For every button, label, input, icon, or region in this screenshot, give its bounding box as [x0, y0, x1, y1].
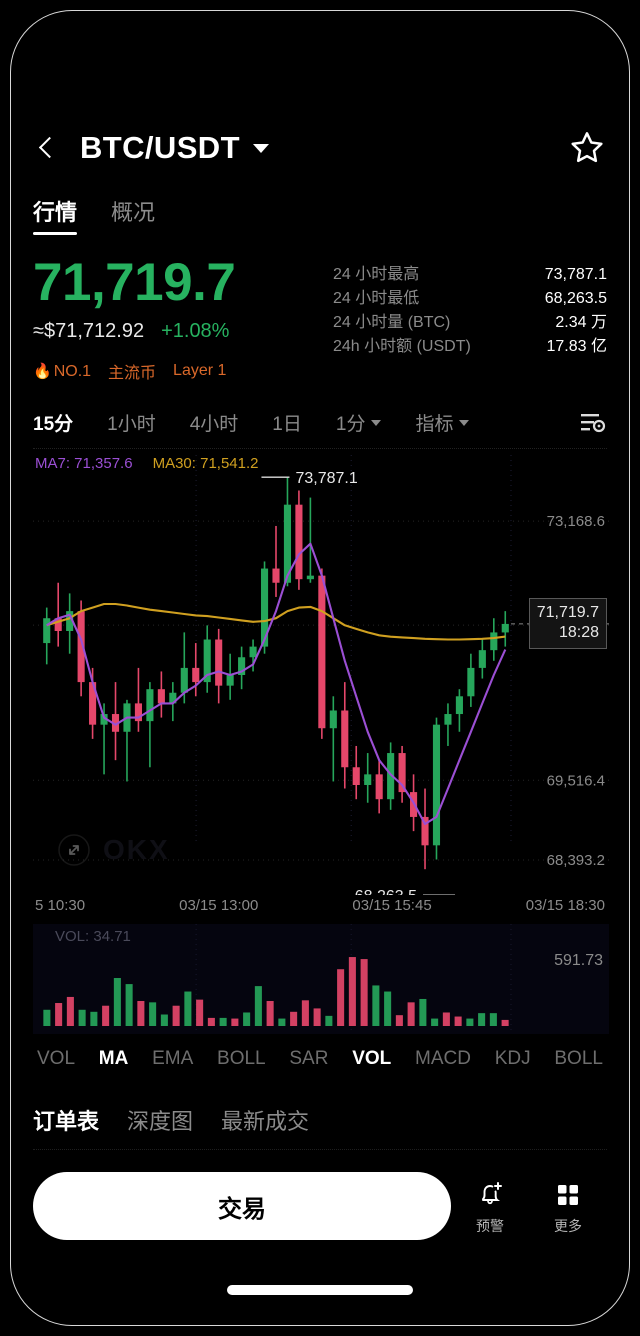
phone-frame: BTC/USDT 行情 概况 71,719.7 ≈$71,712.92 +1.0…: [10, 10, 630, 1326]
page-title: BTC/USDT: [80, 130, 240, 165]
star-icon[interactable]: [567, 128, 607, 168]
time-axis: 5 10:30 03/15 13:00 03/15 15:45 03/15 18…: [33, 897, 607, 914]
chevron-down-icon[interactable]: [252, 143, 269, 153]
current-price-marker: 71,719.7 18:28: [528, 598, 607, 650]
stat-value: 17.83 亿: [546, 338, 608, 355]
indicator-dropdown[interactable]: 指标: [415, 409, 470, 436]
alert-label: 预警: [476, 1217, 504, 1234]
stat-label: 24 小时最高: [333, 266, 420, 283]
indicator-macd[interactable]: MACD: [415, 1048, 471, 1070]
stats-column: 24 小时最高 73,787.1 24 小时最低 68,263.5 24 小时量…: [333, 255, 607, 383]
tab-market[interactable]: 行情: [33, 195, 78, 235]
indicator-ma[interactable]: MA: [98, 1048, 129, 1070]
okx-logo-text: OKX: [103, 834, 170, 866]
time-tick: 03/15 13:00: [179, 897, 259, 915]
bottom-action-bar: 交易 预警 更多: [33, 1172, 607, 1241]
price-sub-row: ≈$71,712.92 +1.08%: [33, 320, 333, 343]
grid-icon: [558, 1184, 578, 1205]
stat-value: 73,787.1: [544, 266, 607, 283]
tab-orderbook[interactable]: 订单表: [33, 1108, 100, 1134]
tab-overview[interactable]: 概况: [111, 200, 156, 225]
back-icon[interactable]: [33, 135, 59, 161]
ticker-price-block: 71,719.7 ≈$71,712.92 +1.08% 🔥 NO.1 主流币 La…: [33, 253, 333, 383]
time-tick: 03/15 18:30: [525, 897, 605, 915]
volume-svg: [33, 924, 609, 1035]
volume-chart[interactable]: VOL: 34.71 591.73: [33, 924, 609, 1035]
stat-value: 2.34 万: [555, 314, 607, 331]
chevron-down-icon: [371, 419, 382, 426]
indicator-vol-1[interactable]: VOL: [37, 1048, 76, 1070]
ticker-section: 71,719.7 ≈$71,712.92 +1.08% 🔥 NO.1 主流币 La…: [33, 253, 607, 383]
timeframe-4h[interactable]: 4小时: [189, 414, 239, 436]
expand-icon[interactable]: [57, 833, 91, 867]
svg-text:68,393.2: 68,393.2: [547, 852, 605, 869]
stat-24h-volume-btc: 24 小时量 (BTC) 2.34 万: [333, 311, 607, 335]
svg-text:73,168.6: 73,168.6: [547, 513, 605, 530]
tab-depth-chart[interactable]: 深度图: [127, 1108, 194, 1134]
stat-label: 24 小时量 (BTC): [333, 314, 451, 331]
stat-24h-turnover-usdt: 24h 小时额 (USDT) 17.83 亿: [333, 335, 607, 359]
stat-24h-low: 24 小时最低 68,263.5: [333, 287, 607, 311]
change-percent: +1.08%: [161, 320, 230, 343]
timeframe-1d[interactable]: 1日: [272, 414, 302, 436]
trade-button[interactable]: 交易: [33, 1172, 451, 1241]
last-price: 71,719.7: [33, 253, 236, 312]
chart-watermark: OKX: [57, 833, 170, 867]
indicator-dropdown-label: 指标: [415, 414, 454, 436]
price-chart[interactable]: MA7: 71,357.6 MA30: 71,541.2 73,168.671,…: [33, 455, 609, 896]
bell-plus-icon: [482, 1181, 502, 1204]
volume-legend: VOL: 34.71: [55, 928, 131, 946]
chevron-down-icon: [459, 419, 470, 426]
timeframe-bar: 15分 1小时 4小时 1日 1分 指标: [33, 397, 607, 450]
tab-recent-trades[interactable]: 最新成交: [221, 1108, 310, 1134]
timeframe-more-dropdown[interactable]: 1分: [336, 409, 382, 436]
stat-label: 24 小时最低: [333, 290, 420, 307]
time-tick: 03/15 15:45: [352, 897, 432, 915]
tag-row: 🔥 NO.1 主流币 Layer 1: [33, 359, 333, 383]
indicator-vol-2[interactable]: VOL: [352, 1048, 392, 1070]
lower-tabs: 订单表 深度图 最新成交: [33, 1090, 607, 1151]
chart-settings-icon[interactable]: [577, 410, 607, 436]
stat-label: 24h 小时额 (USDT): [333, 338, 471, 355]
indicator-ema[interactable]: EMA: [152, 1048, 194, 1070]
app-screen: BTC/USDT 行情 概况 71,719.7 ≈$71,712.92 +1.0…: [11, 11, 629, 1325]
candlestick-svg: 73,168.671,702.869,516.468,393.273,787.1…: [33, 455, 609, 896]
stat-24h-high: 24 小时最高 73,787.1: [333, 263, 607, 287]
timeframe-1h[interactable]: 1小时: [107, 414, 156, 436]
svg-text:68,263.5: 68,263.5: [355, 888, 417, 895]
timeframe-more-label: 1分: [335, 414, 366, 436]
tag-rank[interactable]: 🔥 NO.1: [33, 362, 92, 380]
app-header: BTC/USDT: [33, 117, 607, 179]
more-label: 更多: [554, 1217, 582, 1234]
ma-legend: MA7: 71,357.6 MA30: 71,541.2: [35, 455, 259, 472]
more-button[interactable]: 更多: [529, 1177, 607, 1236]
ma7-legend: MA7: 71,357.6: [35, 455, 133, 473]
current-price-value: 71,719.7: [536, 604, 599, 622]
svg-text:69,516.4: 69,516.4: [547, 772, 605, 789]
ma30-legend: MA30: 71,541.2: [152, 455, 259, 473]
usd-approx-price: ≈$71,712.92: [33, 320, 145, 343]
tag-layer1[interactable]: Layer 1: [173, 362, 227, 380]
indicator-sar[interactable]: SAR: [289, 1048, 329, 1070]
tag-mainstream[interactable]: 主流币: [108, 365, 157, 383]
timeframe-15m[interactable]: 15分: [33, 414, 74, 436]
fire-icon: 🔥: [33, 362, 52, 380]
indicator-boll-2[interactable]: BOLL: [554, 1048, 603, 1070]
time-tick: 5 10:30: [35, 897, 86, 915]
indicator-row: VOL MA EMA BOLL SAR VOL MACD KDJ BOLL: [33, 1048, 607, 1070]
alert-button[interactable]: 预警: [451, 1177, 529, 1236]
volume-max-label: 591.73: [554, 952, 603, 970]
current-price-time: 18:28: [558, 624, 599, 642]
home-indicator: [227, 1285, 413, 1295]
indicator-kdj[interactable]: KDJ: [494, 1048, 531, 1070]
svg-text:73,787.1: 73,787.1: [295, 470, 357, 487]
indicator-boll-1[interactable]: BOLL: [217, 1048, 266, 1070]
stat-value: 68,263.5: [544, 290, 607, 307]
main-tabs: 行情 概况: [33, 179, 607, 235]
